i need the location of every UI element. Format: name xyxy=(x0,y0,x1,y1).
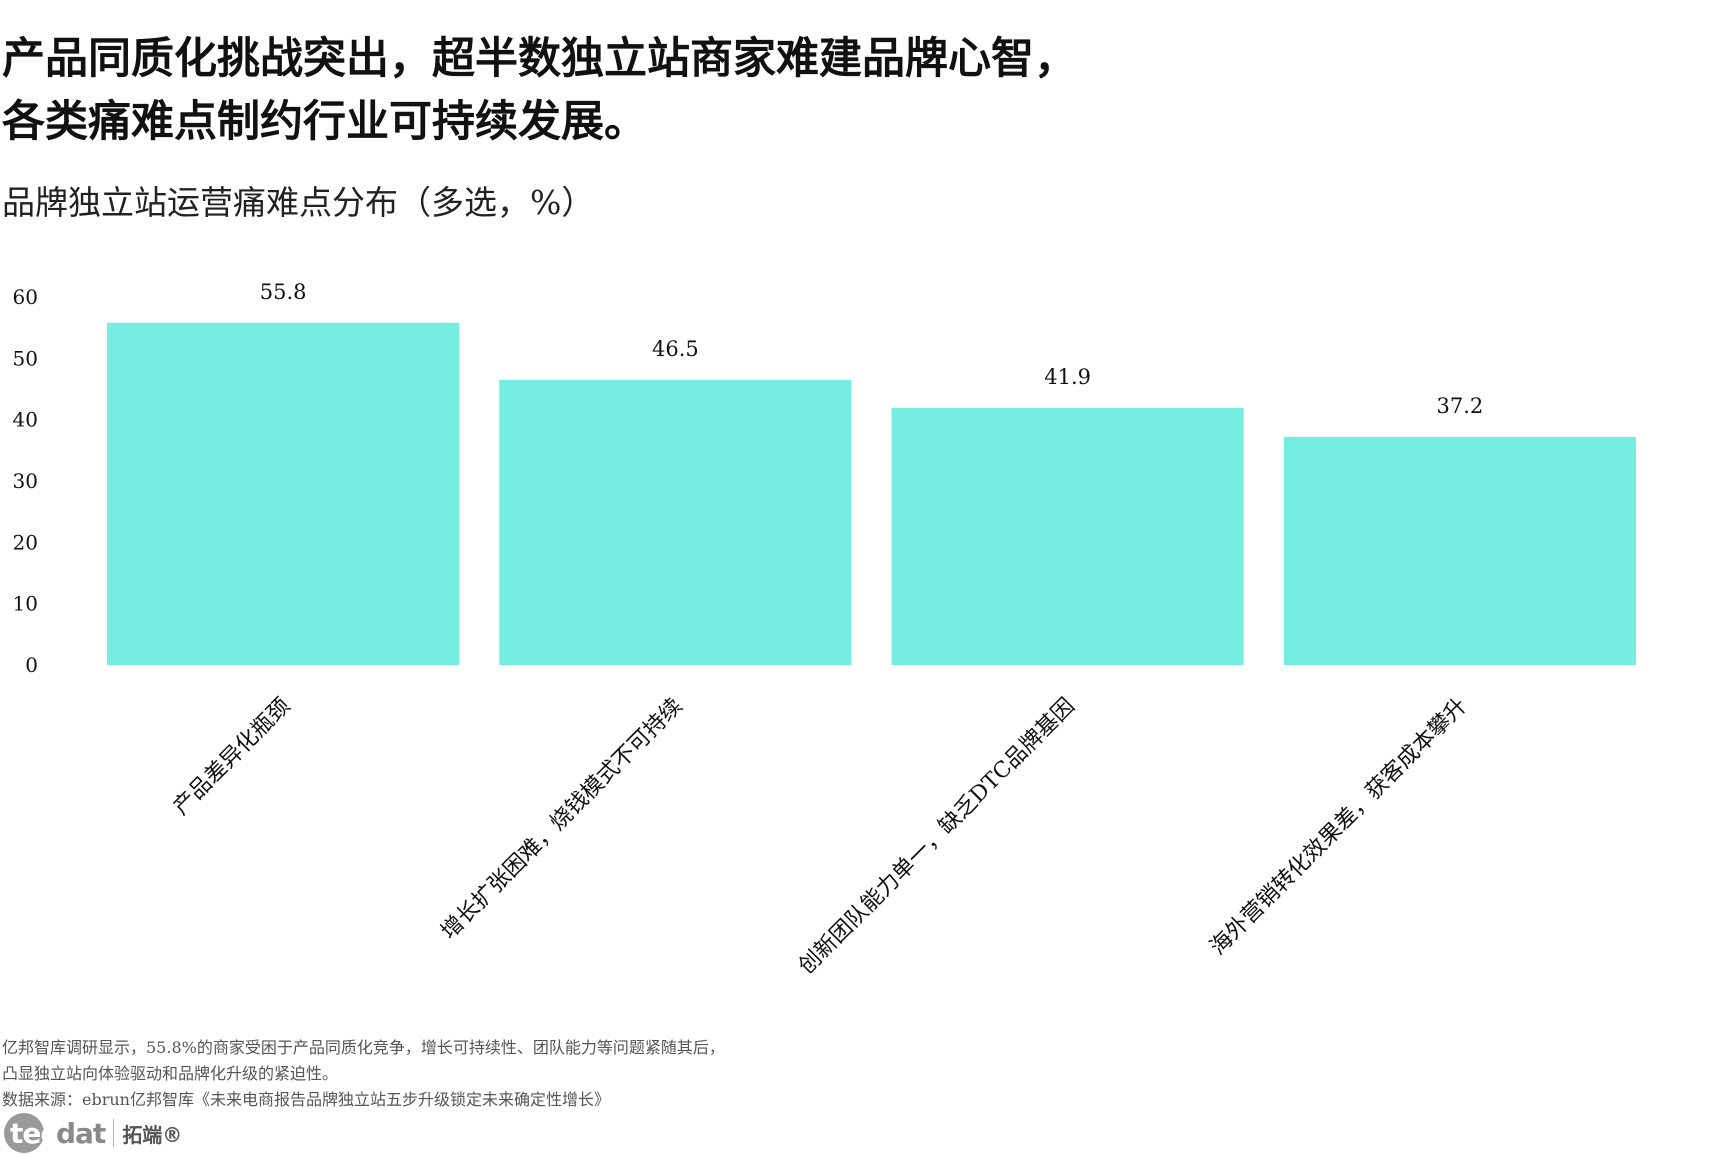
footer-line-2: 凸显独立站向体验驱动和品牌化升级的紧迫性。 xyxy=(2,1064,339,1083)
logo-cn-text: 拓端® xyxy=(122,1122,183,1147)
logo-text-tec: tec xyxy=(10,1116,57,1150)
logo-divider xyxy=(113,1119,115,1147)
data-label: 55.8 xyxy=(260,280,307,304)
data-label: 46.5 xyxy=(652,337,699,361)
y-tick-label: 0 xyxy=(25,653,38,677)
y-tick-label: 30 xyxy=(13,469,38,493)
x-tick-label: 产品差异化瓶颈 xyxy=(169,694,296,821)
chart-title: 产品同质化挑战突出，超半数独立站商家难建品牌心智， 各类痛难点制约行业可持续发展… xyxy=(2,28,1077,154)
chart-subtitle: 品牌独立站运营痛难点分布（多选，%） xyxy=(2,183,595,222)
x-tick-label: 增长扩张困难，烧钱模式不可持续 xyxy=(437,694,688,945)
title-line-2: 各类痛难点制约行业可持续发展。 xyxy=(2,97,647,147)
x-tick-label: 创新团队能力单一，缺乏DTC品牌基因 xyxy=(794,694,1080,980)
footer-notes: 亿邦智库调研显示，55.8%的商家受困于产品同质化竞争，增长可持续性、团队能力等… xyxy=(2,1035,725,1113)
y-tick-label: 60 xyxy=(13,285,38,309)
data-source: 数据来源：ebrun亿邦智库《未来电商报告品牌独立站五步升级锁定未来确定性增长》 xyxy=(2,1090,610,1109)
title-line-1: 产品同质化挑战突出，超半数独立站商家难建品牌心智， xyxy=(2,34,1077,84)
logo-wordmark: tecdat xyxy=(10,1116,106,1150)
logo-circle-icon xyxy=(4,1111,48,1155)
bar xyxy=(107,322,460,665)
logo-text-dat: dat xyxy=(55,1116,106,1150)
y-tick-label: 40 xyxy=(13,408,38,432)
bar-chart: 0 10 20 30 40 50 60 55.8 产品差异化瓶颈 46.5 增长扩张困难，烧钱模式不… xyxy=(13,280,1636,980)
x-tick-label: 海外营销转化效果差，获客成本攀升 xyxy=(1206,694,1473,961)
data-label: 41.9 xyxy=(1044,365,1091,389)
y-tick-label: 50 xyxy=(13,346,38,370)
y-tick-label: 20 xyxy=(13,530,38,554)
data-label: 37.2 xyxy=(1436,394,1483,418)
y-tick-label: 10 xyxy=(13,592,38,616)
bar xyxy=(499,379,852,665)
brand-logo: tecdat 拓端® xyxy=(4,1111,183,1155)
bar xyxy=(891,408,1244,665)
footer-line-1: 亿邦智库调研显示，55.8%的商家受困于产品同质化竞争，增长可持续性、团队能力等… xyxy=(2,1038,725,1057)
bar xyxy=(1283,436,1636,665)
